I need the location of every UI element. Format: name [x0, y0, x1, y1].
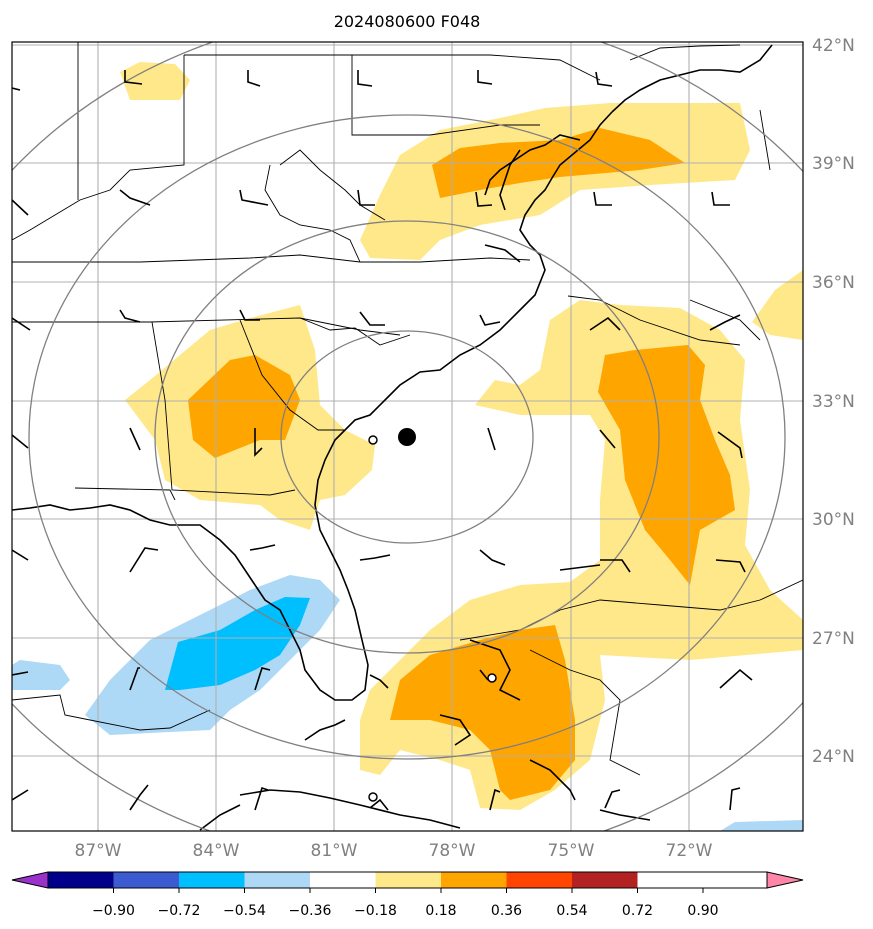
colorbar-segment: [375, 872, 441, 888]
lat-label: 27°N: [812, 629, 855, 649]
lon-label: 87°W: [75, 841, 122, 861]
colorbar-tick-label: 0.36: [491, 903, 522, 919]
colorbar-segment: [506, 872, 572, 888]
colorbar-tick-label: −0.72: [158, 903, 201, 919]
colorbar-tick-label: 0.54: [556, 903, 587, 919]
map-panel: [12, 42, 803, 831]
colorbar-segment: [572, 872, 638, 888]
colorbar-segment: [310, 872, 376, 888]
colorbar-tick-label: −0.90: [92, 903, 135, 919]
colorbar-tick-label: 0.90: [687, 903, 718, 919]
station-marker: [487, 673, 497, 683]
lon-label: 78°W: [429, 841, 476, 861]
colorbar-tick-label: −0.36: [289, 903, 332, 919]
lat-label: 24°N: [812, 747, 855, 767]
wind-barbs: [12, 70, 753, 811]
lat-label: 36°N: [812, 273, 855, 293]
plot-title: 2024080600 F048: [334, 12, 481, 31]
lon-label: 81°W: [311, 841, 358, 861]
colorbar-segment: [244, 872, 310, 888]
coastlines: [12, 44, 773, 831]
storm-center-marker: [398, 428, 416, 446]
colorbar-tick-label: −0.18: [354, 903, 397, 919]
graticule: [12, 42, 803, 831]
colorbar-extend-high: [766, 871, 804, 889]
lat-label: 30°N: [812, 510, 855, 530]
latitude-labels: 42°N 39°N 36°N 33°N 30°N 27°N 24°N: [812, 36, 855, 767]
colorbar-segment: [179, 872, 245, 888]
longitude-labels: 87°W 84°W 81°W 78°W 75°W 72°W: [75, 841, 713, 861]
colorbar-segment: [441, 872, 507, 888]
colorbar-segment: [113, 872, 179, 888]
lat-label: 33°N: [812, 392, 855, 412]
station-marker: [368, 435, 378, 445]
colorbar-segment: [48, 872, 114, 888]
lon-label: 75°W: [548, 841, 595, 861]
lon-label: 72°W: [666, 841, 713, 861]
colorbar: −0.90 −0.72 −0.54 −0.36 −0.18 0.18 0.36 …: [11, 871, 804, 919]
lon-label: 84°W: [193, 841, 240, 861]
range-rings: [12, 42, 803, 831]
colorbar-tick-marks: [113, 888, 704, 893]
political-borders: [12, 42, 803, 776]
colorbar-tick-label: 0.72: [622, 903, 653, 919]
colorbar-extend-low: [11, 871, 49, 889]
station-marker: [368, 792, 378, 802]
lat-label: 39°N: [812, 154, 855, 174]
colorbar-tick-label: 0.18: [425, 903, 456, 919]
colorbar-outline: [47, 871, 768, 889]
lat-label: 42°N: [812, 36, 855, 56]
colorbar-tick-label: −0.54: [223, 903, 266, 919]
map-frame: [11, 41, 804, 832]
